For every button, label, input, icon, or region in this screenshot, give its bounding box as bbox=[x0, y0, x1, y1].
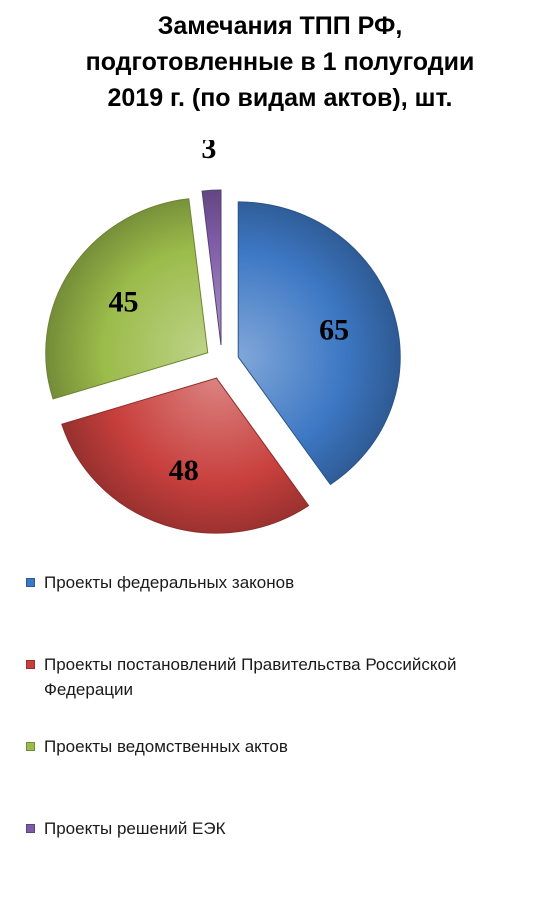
legend-item: Проекты ведомственных актов bbox=[26, 734, 526, 759]
legend-item: Проекты решений ЕЭК bbox=[26, 816, 526, 841]
pie-slice bbox=[61, 377, 310, 534]
pie-labels: 65 48 45 3 bbox=[108, 140, 349, 487]
data-label: 48 bbox=[169, 454, 199, 487]
chart-title-line: подготовленные в 1 полугодии bbox=[85, 48, 475, 76]
data-label: 65 bbox=[319, 313, 349, 346]
legend-swatch bbox=[26, 742, 35, 751]
legend-swatch bbox=[26, 824, 35, 833]
legend-item: Проекты федеральных законов bbox=[26, 570, 526, 595]
pie-chart: 65 48 45 3 bbox=[45, 140, 401, 534]
legend-item: Проекты постановлений Правительства Росс… bbox=[26, 652, 526, 702]
data-label: 3 bbox=[201, 140, 216, 165]
pie-slice bbox=[45, 198, 209, 400]
legend-label: Проекты постановлений Правительства Росс… bbox=[44, 655, 457, 699]
legend-swatch bbox=[26, 578, 35, 587]
data-label: 45 bbox=[108, 285, 138, 318]
pie-slice bbox=[237, 201, 401, 486]
chart-title-line: 2019 г. (по видам актов), шт. bbox=[107, 84, 453, 112]
legend-swatch bbox=[26, 660, 35, 669]
legend-label: Проекты ведомственных актов bbox=[44, 737, 288, 756]
pie-slices bbox=[45, 189, 401, 534]
legend-label: Проекты решений ЕЭК bbox=[44, 819, 226, 838]
pie-slice bbox=[201, 189, 222, 346]
legend: Проекты федеральных законов Проекты пост… bbox=[26, 570, 526, 841]
chart-title-line: Замечания ТПП РФ, bbox=[157, 12, 403, 40]
legend-label: Проекты федеральных законов bbox=[44, 573, 295, 592]
chart-title: Замечания ТПП РФ, подготовленные в 1 пол… bbox=[40, 8, 520, 116]
